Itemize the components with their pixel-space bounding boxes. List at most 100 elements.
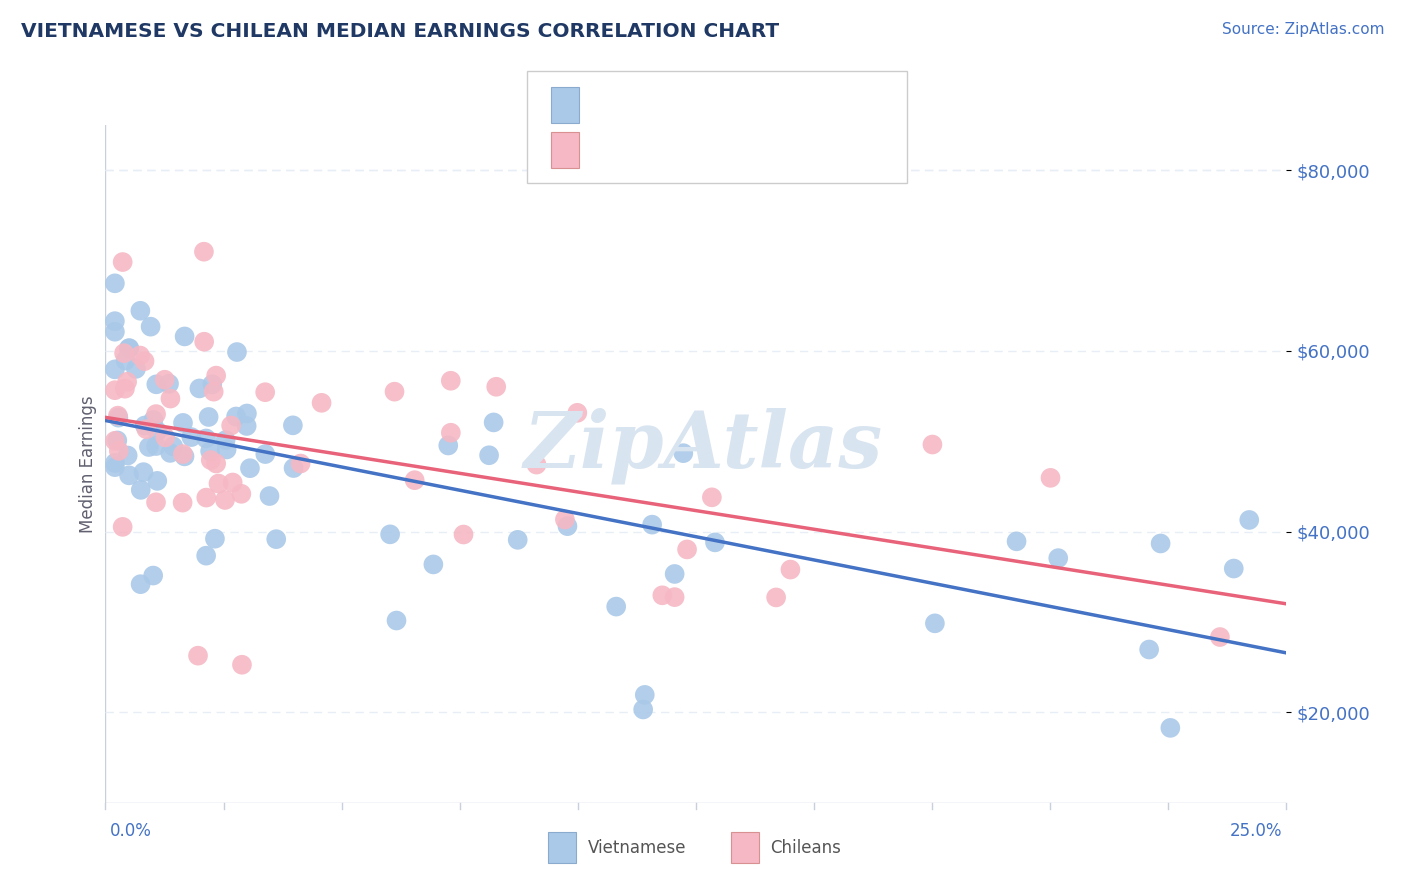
Point [554,512,576,526]
Point [146,474,169,488]
Point [118,341,141,355]
Point [664,590,686,604]
Point [283,461,305,475]
Text: -0.406: -0.406 [636,141,692,160]
Point [557,519,579,533]
Point [214,492,236,507]
Point [132,465,155,479]
Point [104,456,127,470]
Point [921,437,943,451]
Point [264,532,287,546]
Point [107,410,129,425]
Point [225,409,247,424]
Point [437,438,460,452]
Point [219,418,242,433]
Text: R =: R = [596,141,634,160]
Text: Vietnamese: Vietnamese [588,838,686,857]
Point [453,527,475,541]
Point [641,517,664,532]
Point [1039,471,1062,485]
Point [157,376,180,391]
Point [139,319,162,334]
Point [193,334,215,349]
Point [765,591,787,605]
Point [145,439,167,453]
Point [104,325,127,339]
Point [104,434,127,448]
Point [205,457,228,471]
Point [651,588,673,602]
Point [129,349,152,363]
Point [138,440,160,454]
Text: 76: 76 [756,96,779,114]
Point [567,406,589,420]
Point [145,495,167,509]
Point [311,396,333,410]
Point [704,535,727,549]
Point [197,409,219,424]
Point [1223,561,1246,575]
Point [239,461,262,475]
Text: 25.0%: 25.0% [1230,822,1282,840]
Point [221,475,243,490]
Point [180,430,202,444]
Point [129,577,152,591]
Point [1209,630,1232,644]
Text: VIETNAMESE VS CHILEAN MEDIAN EARNINGS CORRELATION CHART: VIETNAMESE VS CHILEAN MEDIAN EARNINGS CO… [21,22,779,41]
Point [193,244,215,259]
Point [172,416,194,430]
Point [118,468,141,483]
Text: N =: N = [717,96,756,114]
Text: N =: N = [717,141,756,160]
Point [1159,721,1181,735]
Point [215,442,238,457]
Point [162,439,184,453]
Point [1137,642,1160,657]
Point [281,418,304,433]
Point [226,345,249,359]
Point [142,568,165,582]
Point [779,563,801,577]
Point [204,532,226,546]
Point [146,424,169,438]
Point [108,443,131,458]
Point [155,430,177,444]
Point [290,457,312,471]
Point [478,448,501,462]
Point [198,444,221,458]
Point [172,447,194,461]
Point [924,616,946,631]
Point [202,384,225,399]
Point [104,383,127,397]
Point [187,648,209,663]
Point [254,447,277,461]
Text: ZipAtlas: ZipAtlas [523,408,883,484]
Point [631,702,654,716]
Point [107,409,129,423]
Point [664,566,686,581]
Point [440,425,463,440]
Text: 54: 54 [756,141,779,160]
Point [254,385,277,400]
Point [129,303,152,318]
Point [111,520,134,534]
Point [159,392,181,406]
Point [676,542,699,557]
Point [117,449,139,463]
Text: Chileans: Chileans [770,838,841,857]
Point [188,381,211,395]
Point [526,458,548,472]
Point [173,329,195,343]
Point [145,377,167,392]
Point [231,487,253,501]
Point [1005,534,1028,549]
Point [114,353,136,368]
Point [173,450,195,464]
Point [104,277,127,291]
Point [112,346,135,360]
Point [195,432,218,446]
Y-axis label: Median Earnings: Median Earnings [79,395,97,533]
Point [195,549,218,563]
Point [129,483,152,497]
Point [385,614,408,628]
